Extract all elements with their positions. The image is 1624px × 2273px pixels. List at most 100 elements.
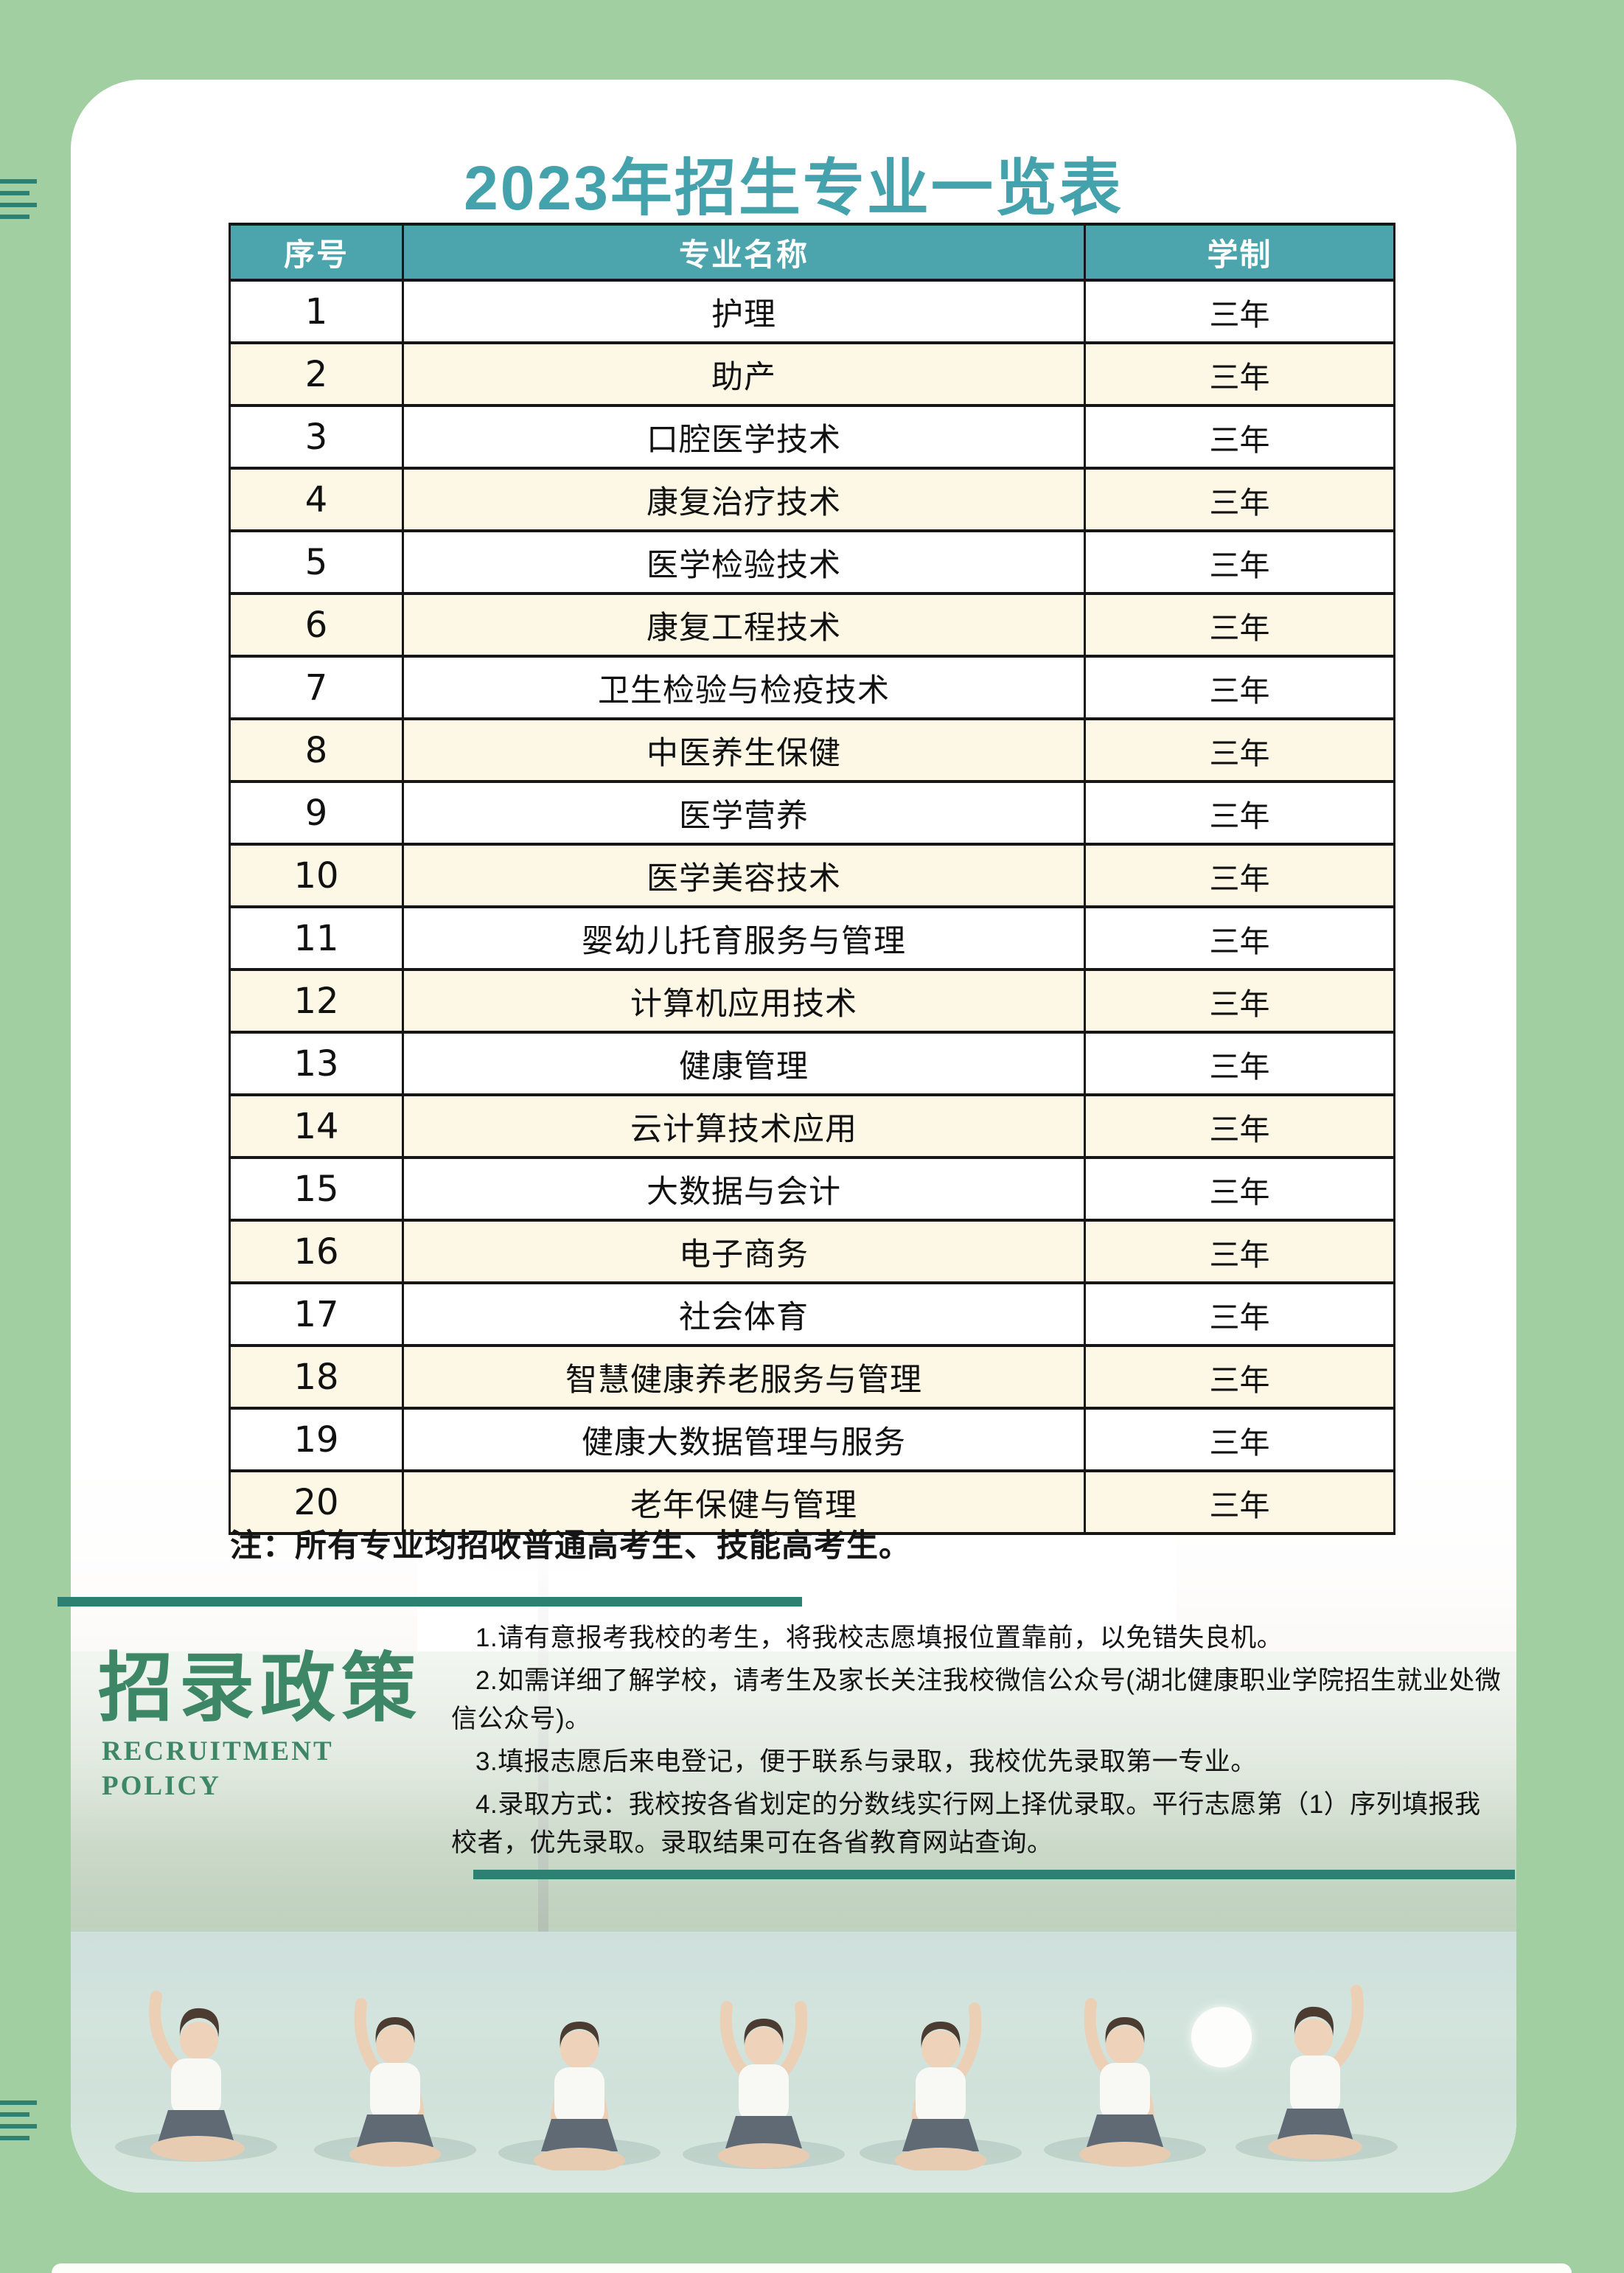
row-duration: 三年 [1084, 341, 1395, 407]
row-major-name: 社会体育 [402, 1281, 1086, 1347]
row-duration: 三年 [1084, 467, 1395, 532]
students-figures [115, 1985, 1398, 2171]
row-major-name: 助产 [402, 341, 1086, 407]
row-number: 14 [229, 1093, 404, 1159]
row-major-name: 口腔医学技术 [402, 404, 1086, 470]
row-duration: 三年 [1084, 1281, 1395, 1347]
divider-line-bottom [473, 1870, 1515, 1879]
row-major-name: 医学检验技术 [402, 529, 1086, 595]
table-row: 14 云计算技术应用 三年 [229, 1093, 1395, 1159]
next-page-strip [52, 2263, 1572, 2273]
majors-table: 序号 专业名称 学制 1 护理 三年 2 助产 三年 3 口腔医学技术 三年 4… [229, 223, 1395, 1535]
row-number: 2 [229, 341, 404, 407]
row-major-name: 卫生检验与检疫技术 [402, 655, 1086, 720]
row-number: 20 [229, 1469, 404, 1535]
table-note: 注：所有专业均招收普通高考生、技能高考生。 [230, 1528, 911, 1564]
row-duration: 三年 [1084, 1469, 1395, 1535]
row-duration: 三年 [1084, 1156, 1395, 1222]
row-major-name: 康复治疗技术 [402, 467, 1086, 532]
table-row: 9 医学营养 三年 [229, 780, 1395, 846]
row-major-name: 康复工程技术 [402, 592, 1086, 658]
row-duration: 三年 [1084, 968, 1395, 1034]
table-row: 20 老年保健与管理 三年 [229, 1469, 1395, 1535]
table-row: 8 中医养生保健 三年 [229, 717, 1395, 783]
table-row: 15 大数据与会计 三年 [229, 1156, 1395, 1222]
row-duration: 三年 [1084, 655, 1395, 720]
table-header-row: 序号 专业名称 学制 [229, 223, 1395, 282]
row-duration: 三年 [1084, 529, 1395, 595]
table-row: 1 护理 三年 [229, 279, 1395, 344]
edge-tick-marks-top [0, 179, 37, 226]
table-row: 12 计算机应用技术 三年 [229, 968, 1395, 1034]
row-number: 1 [229, 279, 404, 344]
row-major-name: 云计算技术应用 [402, 1093, 1086, 1159]
volleyball-shape [1191, 2007, 1252, 2067]
row-number: 13 [229, 1031, 404, 1096]
row-duration: 三年 [1084, 1219, 1395, 1284]
row-number: 5 [229, 529, 404, 595]
table-row: 17 社会体育 三年 [229, 1281, 1395, 1347]
divider-line-top [57, 1597, 802, 1607]
row-number: 17 [229, 1281, 404, 1347]
table-row: 10 医学美容技术 三年 [229, 843, 1395, 908]
table-row: 3 口腔医学技术 三年 [229, 404, 1395, 470]
row-major-name: 电子商务 [402, 1219, 1086, 1284]
table-row: 19 健康大数据管理与服务 三年 [229, 1407, 1395, 1472]
row-duration: 三年 [1084, 1407, 1395, 1472]
edge-tick-marks-bottom [0, 2100, 37, 2148]
row-duration: 三年 [1084, 843, 1395, 908]
row-major-name: 计算机应用技术 [402, 968, 1086, 1034]
row-number: 8 [229, 717, 404, 783]
table-row: 18 智慧健康养老服务与管理 三年 [229, 1344, 1395, 1410]
policy-item: 3.填报志愿后来电登记，便于联系与录取，我校优先录取第一专业。 [475, 1747, 1257, 1776]
row-number: 16 [229, 1219, 404, 1284]
row-major-name: 大数据与会计 [402, 1156, 1086, 1222]
table-row: 16 电子商务 三年 [229, 1219, 1395, 1284]
policy-heading-english: RECRUITMENT POLICY [102, 1734, 334, 1803]
row-major-name: 健康大数据管理与服务 [402, 1407, 1086, 1472]
policy-en-line2: POLICY [102, 1771, 221, 1801]
policy-item: 4.录取方式：我校按各省划定的分数线实行网上择优录取。平行志愿第（1）序列填报我… [451, 1790, 1481, 1857]
row-duration: 三年 [1084, 279, 1395, 344]
table-row: 11 婴幼儿托育服务与管理 三年 [229, 905, 1395, 971]
policy-en-line1: RECRUITMENT [102, 1736, 334, 1766]
header-no: 序号 [229, 223, 404, 282]
row-number: 10 [229, 843, 404, 908]
row-major-name: 婴幼儿托育服务与管理 [402, 905, 1086, 971]
row-major-name: 健康管理 [402, 1031, 1086, 1096]
row-number: 3 [229, 404, 404, 470]
row-duration: 三年 [1084, 905, 1395, 971]
row-duration: 三年 [1084, 1344, 1395, 1410]
row-number: 6 [229, 592, 404, 658]
row-number: 19 [229, 1407, 404, 1472]
row-duration: 三年 [1084, 780, 1395, 846]
row-major-name: 医学美容技术 [402, 843, 1086, 908]
row-major-name: 智慧健康养老服务与管理 [402, 1344, 1086, 1410]
table-row: 5 医学检验技术 三年 [229, 529, 1395, 595]
row-number: 18 [229, 1344, 404, 1410]
policy-item: 2.如需详细了解学校，请考生及家长关注我校微信公众号(湖北健康职业学院招生就业处… [451, 1666, 1502, 1733]
row-duration: 三年 [1084, 1093, 1395, 1159]
row-duration: 三年 [1084, 592, 1395, 658]
table-row: 4 康复治疗技术 三年 [229, 467, 1395, 532]
white-fade-overlay [71, 1460, 1516, 2193]
row-number: 7 [229, 655, 404, 720]
row-major-name: 医学营养 [402, 780, 1086, 846]
row-number: 12 [229, 968, 404, 1034]
row-number: 15 [229, 1156, 404, 1222]
table-row: 7 卫生检验与检疫技术 三年 [229, 655, 1395, 720]
row-duration: 三年 [1084, 404, 1395, 470]
table-row: 2 助产 三年 [229, 341, 1395, 407]
policy-item: 1.请有意报考我校的考生，将我校志愿填报位置靠前，以免错失良机。 [475, 1623, 1283, 1652]
header-duration: 学制 [1084, 223, 1395, 282]
table-row: 6 康复工程技术 三年 [229, 592, 1395, 658]
row-major-name: 中医养生保健 [402, 717, 1086, 783]
policy-heading: 招录政策 [98, 1646, 422, 1730]
row-duration: 三年 [1084, 717, 1395, 783]
row-number: 11 [229, 905, 404, 971]
policy-text: 1.请有意报考我校的考生，将我校志愿填报位置靠前，以免错失良机。 2.如需详细了… [451, 1619, 1507, 1867]
row-major-name: 护理 [402, 279, 1086, 344]
row-major-name: 老年保健与管理 [402, 1469, 1086, 1535]
table-row: 13 健康管理 三年 [229, 1031, 1395, 1096]
